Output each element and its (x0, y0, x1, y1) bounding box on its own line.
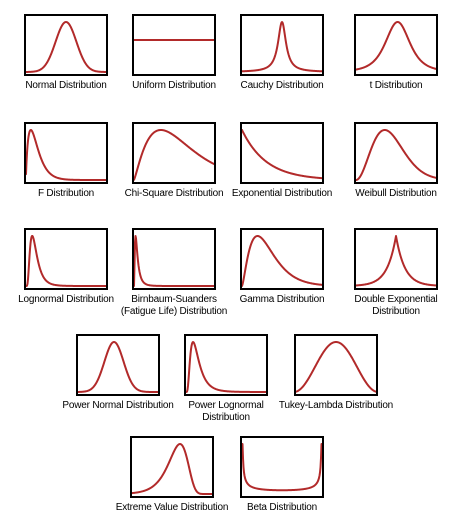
beta-plot (240, 436, 324, 498)
uniform-curve (134, 39, 214, 41)
cauchy-curve (242, 21, 322, 73)
powernormal-curve (78, 341, 158, 393)
t-curve (356, 21, 436, 71)
lognormal-label: Lognormal Distribution (18, 294, 114, 305)
normal-plot (24, 14, 108, 76)
lognormal-plot (24, 228, 108, 290)
gamma-label: Gamma Distribution (239, 294, 325, 305)
beta-label: Beta Distribution (247, 502, 317, 513)
uniform-plot (132, 14, 216, 76)
t-plot (354, 14, 438, 76)
chisquare-label: Chi-Square Distribution (124, 188, 224, 199)
uniform-label: Uniform Distribution (132, 80, 216, 91)
tukey-label: Tukey-Lambda Distribution (278, 400, 394, 411)
weibull-label: Weibull Distribution (355, 188, 437, 199)
t-label: t Distribution (369, 80, 423, 91)
f-label: F Distribution (37, 188, 95, 199)
tukey-plot (294, 334, 378, 396)
powerlognormal-plot (184, 334, 268, 396)
cauchy-label: Cauchy Distribution (240, 80, 324, 91)
extreme-label: Extreme Value Distribution (115, 502, 229, 513)
birnbaum-plot (132, 228, 216, 290)
exponential-plot (240, 122, 324, 184)
doubleexp-label: Double Exponential Distribution (354, 294, 438, 317)
f-plot (24, 122, 108, 184)
weibull-curve (356, 129, 436, 181)
birnbaum-label: Birnbaum-Suanders (Fatigue Life) Distrib… (120, 294, 228, 317)
normal-label: Normal Distribution (25, 80, 107, 91)
chisquare-curve (134, 129, 214, 181)
extreme-plot (130, 436, 214, 498)
doubleexp-curve (356, 235, 436, 287)
exponential-curve (242, 129, 322, 180)
birnbaum-curve (134, 235, 214, 287)
powernormal-label: Power Normal Distribution (62, 400, 174, 411)
powernormal-plot (76, 334, 160, 396)
cauchy-plot (240, 14, 324, 76)
gamma-curve (242, 235, 322, 287)
tukey-curve (296, 341, 376, 393)
f-curve (26, 129, 106, 181)
powerlognormal-label: Power Lognormal Distribution (188, 400, 264, 423)
weibull-plot (354, 122, 438, 184)
doubleexp-plot (354, 228, 438, 290)
gamma-plot (240, 228, 324, 290)
beta-curve (242, 443, 322, 492)
lognormal-curve (26, 235, 106, 287)
exponential-label: Exponential Distribution (231, 188, 333, 199)
chisquare-plot (132, 122, 216, 184)
normal-curve (26, 21, 106, 73)
powerlognormal-curve (186, 341, 266, 393)
extreme-curve (132, 443, 212, 495)
